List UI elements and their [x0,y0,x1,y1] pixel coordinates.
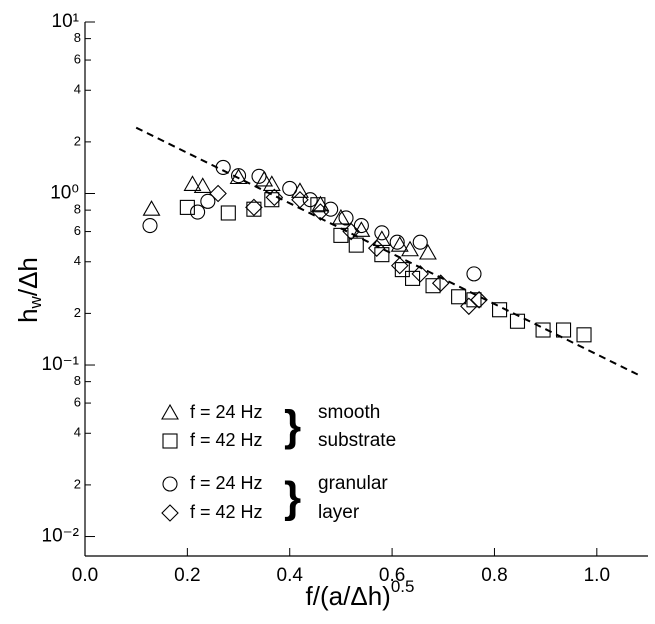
marker [264,192,280,208]
y-label-rest: /Δh [13,257,43,296]
x-tick-label: 0.2 [174,565,200,586]
legend-marker [162,476,178,492]
x-tick-label: 1.0 [584,565,610,586]
marker [142,218,158,234]
marker [262,175,281,191]
y-tick-label: 6 [74,223,81,238]
x-tick-label: 0.8 [481,565,507,586]
marker [282,180,298,197]
legend-label: f = 24 Hz [190,473,263,493]
legend-label: f = 24 Hz [190,402,263,422]
legend-marker [162,433,178,449]
marker [200,193,216,209]
marker [265,188,284,207]
marker [245,198,263,217]
marker [431,274,450,292]
fit-line [135,126,639,376]
y-tick-label: 4 [74,82,81,97]
marker [374,247,390,263]
x-label-main: f/(a/Δh) [306,581,391,611]
marker [342,222,360,241]
marker [251,168,267,184]
x-label-sup: 0.5 [391,577,415,596]
y-tick-label: 8 [74,373,81,388]
y-tick-label: 6 [74,51,81,66]
marker [509,313,526,329]
marker [374,225,390,241]
y-tick-label: 8 [74,202,81,217]
marker [302,192,318,208]
marker [246,201,262,217]
x-axis-label: f/(a/Δh)0.5 [306,577,415,610]
marker [291,190,309,209]
y-tick-label: 4 [74,425,81,440]
marker [348,237,364,253]
y-tick-label: 10¹ [52,11,79,32]
marker [220,205,236,221]
marker [215,159,231,175]
legend-group-label: granular [318,473,388,494]
marker [535,322,551,338]
y-tick-label: 10⁻² [42,526,80,547]
legend-label: f = 42 Hz [190,430,263,450]
marker [405,270,421,286]
y-tick-label: 8 [74,30,81,45]
marker [451,289,467,305]
marker [311,203,330,221]
marker [229,168,248,185]
marker [209,184,227,203]
y-tick-label: 10⁰ [50,183,79,204]
y-label-main: h [13,308,43,322]
marker [492,302,508,318]
marker [255,170,274,187]
marker [389,234,405,250]
legend-label: f = 42 Hz [190,502,263,522]
marker [190,204,206,220]
marker [331,208,350,225]
legend-marker [161,504,179,522]
marker [425,278,441,294]
marker [466,266,482,282]
legend-group-label: layer [318,502,360,523]
legend-group-label: substrate [318,430,396,451]
marker [353,218,369,234]
marker [142,200,161,216]
marker [333,227,349,243]
legend-brace: } [284,402,301,451]
marker [323,201,339,217]
x-tick-label: 0.4 [277,565,304,586]
marker [411,265,430,283]
y-label-sub: w [26,295,45,309]
marker [193,177,212,193]
y-axis-label: hw/Δh [13,257,46,323]
legend-group-label: smooth [318,402,380,423]
y-tick-label: 4 [74,253,81,268]
marker [338,210,354,226]
y-tick-label: 2 [74,133,81,148]
y-tick-label: 10⁻¹ [42,354,80,375]
x-tick-label: 0.0 [72,565,98,586]
marker [412,234,428,250]
y-tick-label: 2 [74,305,81,320]
marker [576,327,592,343]
marker [418,243,437,260]
legend-marker [161,403,179,420]
marker [183,175,202,191]
marker [390,256,409,275]
y-tick-label: 6 [74,395,81,410]
marker [230,168,247,184]
marker [372,230,391,246]
marker [179,199,195,215]
legend-brace: } [284,473,301,522]
marker [367,239,386,257]
y-tick-label: 2 [74,476,81,491]
x-tick-label: 0.6 [379,565,405,586]
marker [470,291,488,309]
marker [555,322,572,338]
marker [401,240,419,257]
